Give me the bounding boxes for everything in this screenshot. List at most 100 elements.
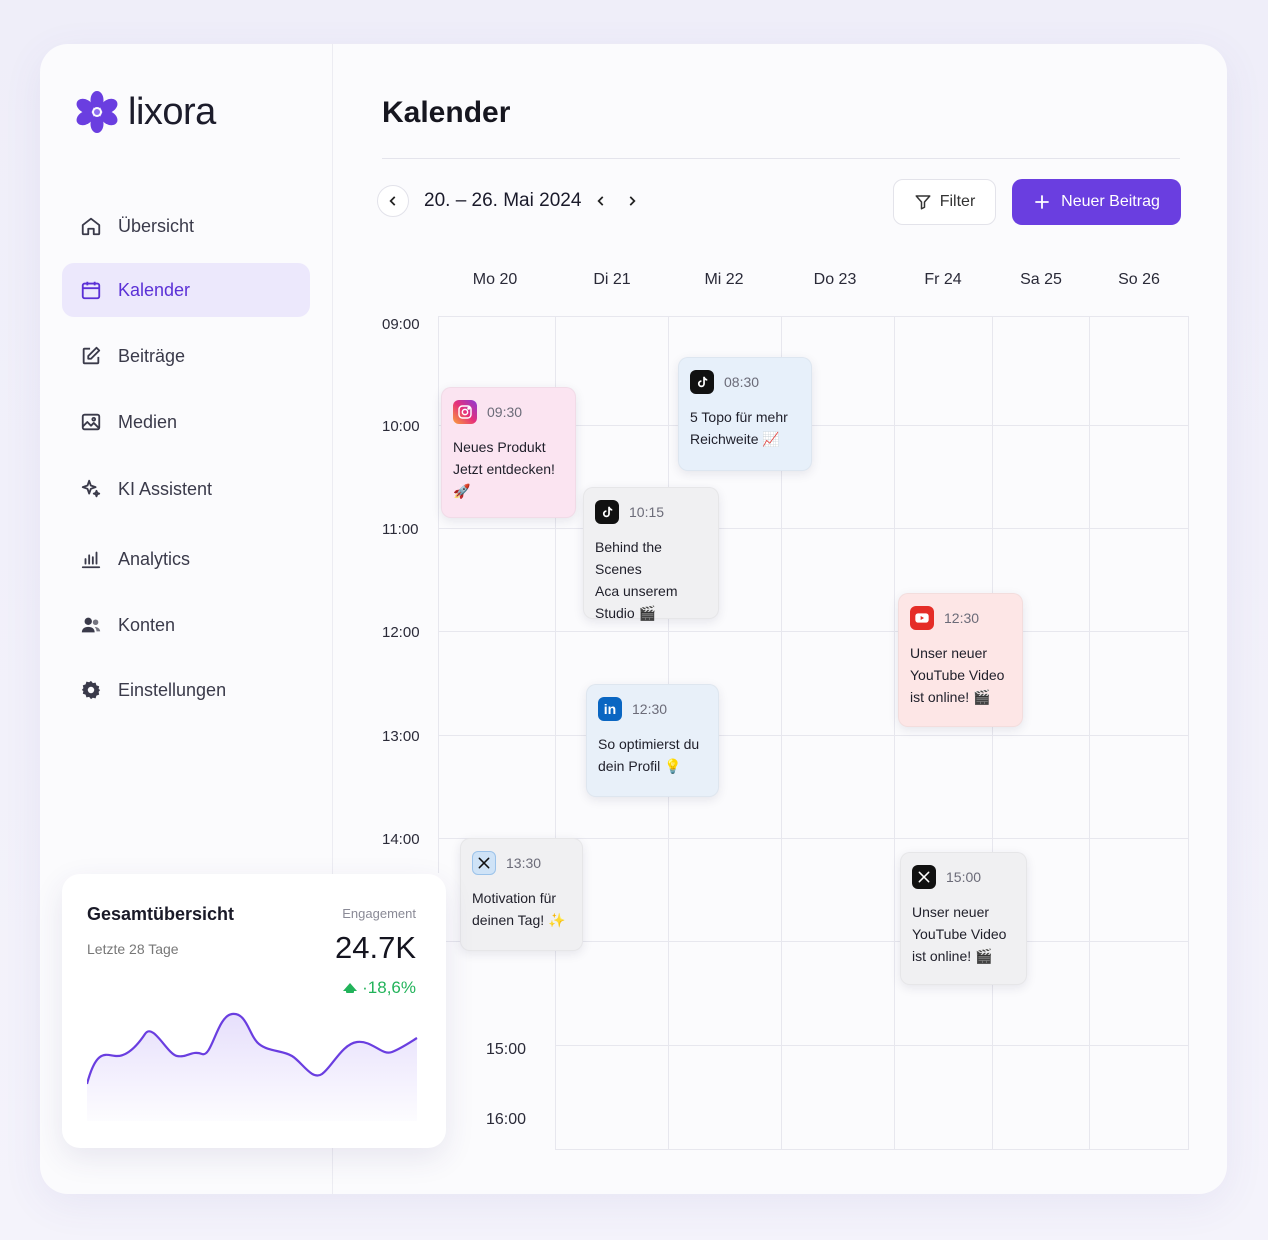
grid-line [894, 316, 895, 1150]
event-text-line: So optimierst du [598, 736, 700, 752]
sidebar-item-konten[interactable]: Konten [62, 598, 310, 652]
event-text-line: Reichweite 📈 [690, 431, 780, 447]
event-card-tiktok[interactable]: 10:15 Behind the Scenes Aca unserem Stud… [583, 487, 719, 621]
event-text-line: YouTube Video [910, 667, 1005, 683]
grid-line [555, 1045, 1188, 1046]
trend-up-icon [343, 983, 358, 993]
page-title: Kalender [382, 96, 511, 129]
event-card-youtube[interactable]: 12:30 Unser neuer YouTube Video ist onli… [898, 593, 1023, 727]
grid-line [1188, 316, 1189, 1150]
divider [382, 158, 1180, 159]
event-card-tiktok[interactable]: 08:30 5 Topo für mehr Reichweite 📈 [678, 357, 812, 471]
users-icon [81, 617, 101, 633]
event-text-line: Unser neuer [912, 904, 990, 920]
event-card-x[interactable]: 15:00 Unser neuer YouTube Video ist onli… [900, 852, 1027, 985]
sidebar-item-analytics[interactable]: Analytics [62, 532, 310, 586]
tiktok-icon [690, 370, 714, 394]
new-post-button[interactable]: Neuer Beitrag [1012, 179, 1181, 225]
sidebar-item-label: Übersicht [118, 215, 195, 236]
chevron-right-icon [629, 196, 636, 206]
day-header: Do 23 [813, 271, 857, 288]
sidebar-item-einstellungen[interactable]: Einstellungen [62, 663, 310, 717]
sidebar-item-beitraege[interactable]: Beiträge [62, 329, 310, 383]
sidebar-item-medien[interactable]: Medien [62, 395, 310, 449]
day-header: Mo 20 [472, 271, 518, 288]
date-range: 20. – 26. Mai 2024 [424, 190, 582, 211]
sidebar-item-label: Einstellungen [118, 679, 227, 700]
sidebar-item-label: Analytics [118, 548, 191, 569]
flower-logo-icon [76, 91, 118, 133]
day-header: Fr 24 [924, 271, 962, 288]
time-label: 11:00 [382, 521, 419, 538]
tiktok-icon [595, 500, 619, 524]
time-label: 13:00 [382, 728, 420, 745]
time-label: 10:00 [382, 418, 420, 435]
edit-icon [82, 346, 101, 365]
event-time: 15:00 [946, 869, 982, 885]
sidebar-item-kalender[interactable]: Kalender [62, 263, 310, 317]
time-label: 14:00 [382, 831, 420, 848]
event-text-line: Jetzt entdecken! 🚀 [453, 461, 555, 499]
overview-title: Gesamtübersicht [87, 904, 235, 924]
engagement-value: 24.7K [334, 930, 416, 965]
prev-week-chevron[interactable] [591, 190, 611, 212]
plus-icon [1035, 195, 1050, 209]
event-time: 09:30 [487, 404, 523, 420]
sidebar-item-ki-assistent[interactable]: KI Assistent [62, 462, 310, 516]
chevron-left-icon [389, 196, 396, 206]
sidebar-item-label: KI Assistent [118, 478, 213, 499]
sidebar-item-uebersicht[interactable]: Übersicht [62, 199, 310, 253]
event-text-line: YouTube Video [912, 926, 1007, 942]
event-text-line: Neues Produkt [453, 439, 546, 455]
home-icon [81, 217, 101, 236]
grid-line [438, 941, 1188, 942]
filter-icon [915, 195, 931, 210]
grid-line [438, 838, 1188, 839]
event-time: 10:15 [629, 504, 665, 520]
filter-button[interactable]: Filter [893, 179, 996, 225]
day-header: Sa 25 [1020, 271, 1062, 288]
brand-logo[interactable]: lixora [76, 90, 216, 134]
engagement-label: Engagement [342, 906, 416, 921]
sparkle-icon [81, 479, 101, 498]
grid-line [438, 316, 439, 873]
sidebar-item-label: Medien [118, 411, 178, 432]
day-header: Di 21 [593, 271, 631, 288]
engagement-change-value: ·18,6% [362, 978, 416, 997]
event-text-line: ist online! 🎬 [912, 948, 993, 964]
engagement-sparkline [87, 1012, 418, 1121]
grid-line [1089, 316, 1090, 1150]
overview-card[interactable]: Gesamtübersicht Letzte 28 Tage Engagemen… [62, 874, 446, 1148]
chevron-left-icon [597, 196, 604, 206]
x-icon [472, 851, 496, 875]
event-text-line: Studio 🎬 [595, 605, 657, 621]
time-label: 15:00 [486, 1041, 527, 1058]
event-text-line: Unser neuer [910, 645, 988, 661]
sidebar-item-label: Kalender [118, 279, 191, 300]
event-text-line: Motivation für [472, 890, 557, 906]
grid-line [438, 631, 1188, 632]
sidebar-item-label: Konten [118, 614, 176, 635]
event-time: 12:30 [632, 701, 668, 717]
prev-week-button[interactable] [377, 185, 409, 217]
grid-line [555, 316, 556, 1150]
event-text-line: 5 Topo für mehr [690, 409, 788, 425]
event-text-line: deinen Tag! ✨ [472, 912, 566, 928]
event-time: 08:30 [724, 374, 760, 390]
event-card-x[interactable]: 13:30 Motivation für deinen Tag! ✨ [460, 838, 583, 951]
event-card-linkedin[interactable]: in 12:30 So optimierst du dein Profil 💡 [586, 684, 719, 797]
event-text-line: Behind the Scenes [595, 539, 662, 577]
grid-line [438, 735, 1188, 736]
grid-line [438, 425, 1188, 426]
sidebar: lixora Übersicht Kalender Beiträge Medie… [40, 44, 333, 1194]
grid-line [438, 528, 1188, 529]
event-card-instagram[interactable]: 09:30 Neues Produkt Jetzt entdecken! 🚀 [441, 387, 576, 518]
next-week-button[interactable] [622, 190, 642, 212]
time-label: 12:00 [382, 624, 420, 641]
grid-line [438, 316, 1188, 317]
gear-icon [81, 680, 101, 700]
youtube-icon [910, 606, 934, 630]
time-label: 09:00 [382, 316, 420, 333]
event-text-line: ist online! 🎬 [910, 689, 991, 705]
event-text-line: Aca unserem [595, 583, 678, 599]
